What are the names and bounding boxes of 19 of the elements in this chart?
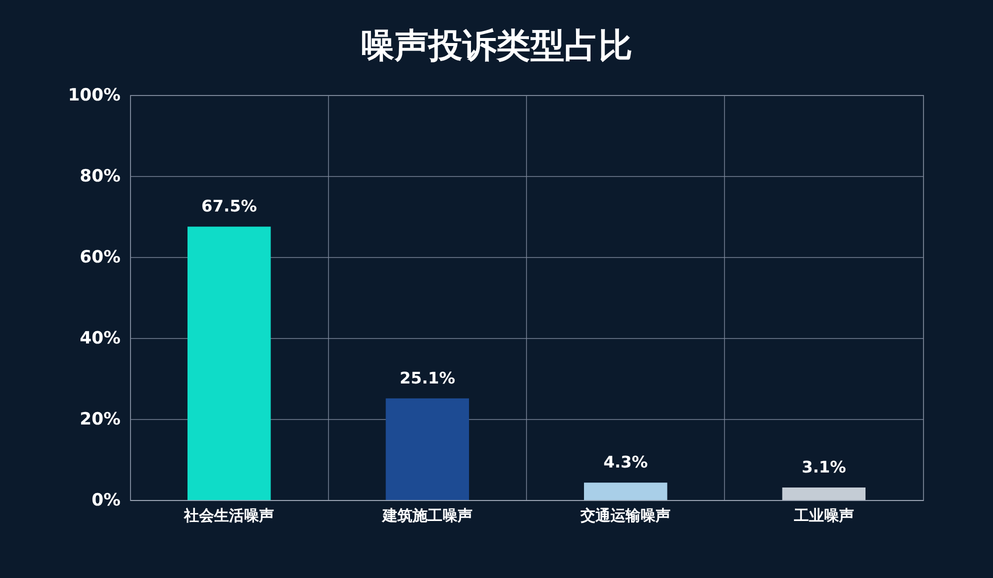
- y-tick-label: 60%: [80, 248, 120, 268]
- y-tick-label: 80%: [80, 166, 120, 186]
- bar: [782, 487, 866, 500]
- y-tick-label: 20%: [80, 410, 120, 430]
- x-tick-label: 工业噪声: [792, 506, 854, 524]
- data-label: 3.1%: [802, 457, 846, 476]
- x-tick-label: 交通运输噪声: [580, 506, 671, 524]
- data-label: 67.5%: [201, 196, 257, 216]
- x-tick-label: 建筑施工噪声: [381, 506, 472, 524]
- bar: [584, 482, 668, 500]
- y-tick-label: 40%: [80, 328, 120, 348]
- x-tick-label: 社会生活噪声: [183, 506, 274, 524]
- data-label: 25.1%: [400, 368, 456, 388]
- chart-title: 噪声投诉类型占比: [360, 26, 632, 66]
- y-tick-label: 0%: [92, 490, 120, 510]
- bar: [386, 398, 470, 500]
- y-tick-label: 100%: [68, 86, 120, 106]
- bar: [187, 226, 271, 500]
- data-label: 4.3%: [603, 452, 648, 472]
